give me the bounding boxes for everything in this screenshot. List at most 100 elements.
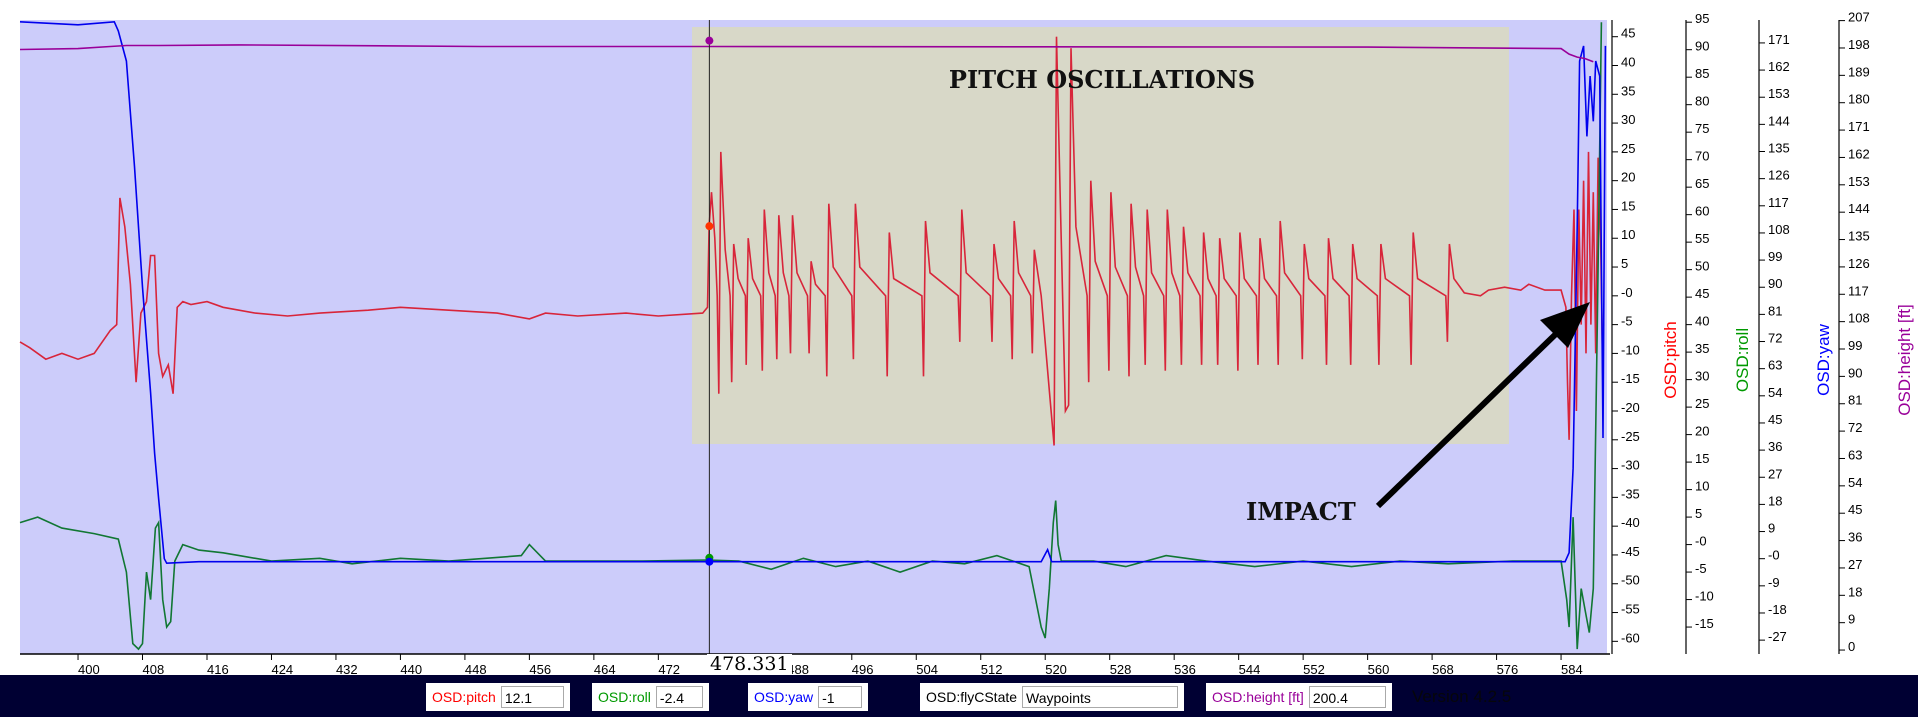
y-tick-label-height: 198	[1848, 37, 1870, 52]
y-tick-label-yaw: 162	[1768, 59, 1790, 74]
y-tick-label-yaw: 90	[1768, 276, 1782, 291]
readout-flycstate: OSD:flyCState Waypoints	[920, 683, 1184, 711]
readout-pitch-label: OSD:pitch	[432, 689, 496, 705]
x-tick-label: 520	[1045, 662, 1067, 675]
x-tick-label: 432	[336, 662, 358, 675]
y-tick-label-yaw: -27	[1768, 629, 1787, 644]
series-group	[19, 20, 1607, 651]
version-label: Version 4.2.5	[1412, 687, 1512, 706]
x-tick-label: 488	[787, 662, 809, 675]
readout-roll: OSD:roll -2.4	[592, 683, 709, 711]
y-tick-label-roll: 15	[1695, 451, 1709, 466]
readout-height: OSD:height [ft] 200.4	[1206, 683, 1392, 711]
y-tick-label-pitch: -20	[1621, 400, 1640, 415]
y-tick-label-roll: 95	[1695, 11, 1709, 26]
y-tick-label-pitch: -5	[1621, 314, 1633, 329]
annotations: PITCH OSCILLATIONS IMPACT	[949, 65, 1590, 526]
flight-log-chart[interactable]: 400 408 416 424 432 440 448 456 464 472 488 496 504 5…	[0, 0, 1918, 675]
x-tick-label: 448	[465, 662, 487, 675]
x-tick-label: 536	[1174, 662, 1196, 675]
y-tick-label-yaw: 117	[1768, 195, 1789, 210]
y-tick-label-height: 189	[1848, 64, 1870, 79]
x-tick-label: 512	[981, 662, 1003, 675]
readout-bar: OSD:pitch 12.1 OSD:roll -2.4 OSD:yaw -1 …	[0, 675, 1918, 717]
series-line-yaw	[19, 20, 1607, 565]
x-tick-label: 576	[1497, 662, 1519, 675]
x-tick-label: 504	[916, 662, 938, 675]
y-axis-label-height: OSD:height [ft]	[1895, 304, 1914, 416]
y-tick-label-height: 72	[1848, 420, 1862, 435]
y-tick-label-height: 27	[1848, 557, 1862, 572]
y-tick-label-yaw: -9	[1768, 575, 1780, 590]
y-tick-label-height: 99	[1848, 338, 1862, 353]
readout-flycstate-value[interactable]: Waypoints	[1022, 686, 1178, 708]
y-tick-label-yaw: 81	[1768, 303, 1782, 318]
y-tick-label-height: 135	[1848, 229, 1870, 244]
impact-arrow-shaft	[1375, 327, 1563, 509]
y-tick-label-roll: 80	[1695, 94, 1709, 109]
x-tick-label: 528	[1110, 662, 1132, 675]
y-tick-label-pitch: 25	[1621, 141, 1635, 156]
y-tick-label-roll: 5	[1695, 506, 1702, 521]
series-line-pitch	[19, 36, 1604, 446]
y-tick-label-pitch: -55	[1621, 602, 1640, 617]
x-tick-label: 560	[1368, 662, 1390, 675]
y-tick-label-roll: 85	[1695, 66, 1709, 81]
x-tick-label: 440	[400, 662, 422, 675]
y-tick-label-height: 171	[1848, 119, 1870, 134]
y-axis-label-pitch: OSD:pitch	[1661, 321, 1680, 398]
y-axis-label-yaw: OSD:yaw	[1814, 323, 1833, 396]
y-tick-label-roll: 55	[1695, 231, 1709, 246]
readout-pitch-value[interactable]: 12.1	[500, 686, 564, 708]
y-tick-label-roll: -5	[1695, 561, 1707, 576]
y-tick-label-yaw: -18	[1768, 602, 1787, 617]
readout-yaw-value[interactable]: -1	[818, 686, 862, 708]
y-tick-label-yaw: 108	[1768, 222, 1790, 237]
readout-roll-value[interactable]: -2.4	[655, 686, 703, 708]
x-tick-label: 456	[529, 662, 551, 675]
readout-roll-label: OSD:roll	[598, 689, 651, 705]
x-tick-label: 424	[271, 662, 293, 675]
y-tick-label-roll: 45	[1695, 286, 1709, 301]
y-tick-label-pitch: 5	[1621, 256, 1628, 271]
x-tick-label: 584	[1561, 662, 1583, 675]
y-tick-label-yaw: 144	[1768, 113, 1790, 128]
y-tick-label-height: 45	[1848, 502, 1862, 517]
y-tick-label-roll: -0	[1695, 534, 1707, 549]
y-tick-label-yaw: 18	[1768, 493, 1782, 508]
readout-height-label: OSD:height [ft]	[1212, 689, 1304, 705]
y-tick-label-height: 162	[1848, 146, 1870, 161]
cursor-group[interactable]	[705, 20, 714, 654]
x-tick-label: 416	[207, 662, 229, 675]
y-tick-label-yaw: 135	[1768, 141, 1790, 156]
x-tick-label: 552	[1303, 662, 1325, 675]
y-tick-label-height: 117	[1848, 283, 1869, 298]
readout-height-value[interactable]: 200.4	[1308, 686, 1386, 708]
cursor-marker-yaw	[705, 557, 714, 566]
y-tick-label-height: 36	[1848, 530, 1862, 545]
y-axis-label-roll: OSD:roll	[1733, 328, 1752, 392]
y-tick-label-roll: -15	[1695, 616, 1714, 631]
y-tick-label-roll: 50	[1695, 259, 1709, 274]
y-tick-label-yaw: 99	[1768, 249, 1782, 264]
y-tick-label-pitch: 35	[1621, 83, 1635, 98]
x-tick-label: 568	[1432, 662, 1454, 675]
y-tick-label-roll: 20	[1695, 424, 1709, 439]
annotation-impact: IMPACT	[1246, 497, 1356, 526]
y-tick-label-height: 108	[1848, 311, 1870, 326]
y-tick-label-yaw: 54	[1768, 385, 1782, 400]
y-tick-label-height: 144	[1848, 201, 1870, 216]
y-tick-label-yaw: 9	[1768, 521, 1775, 536]
readout-pitch: OSD:pitch 12.1	[426, 683, 570, 711]
y-tick-label-pitch: 30	[1621, 112, 1635, 127]
y-tick-label-pitch: -30	[1621, 458, 1640, 473]
readout-yaw-label: OSD:yaw	[754, 689, 814, 705]
y-tick-label-roll: -10	[1695, 589, 1714, 604]
x-tick-label: 400	[78, 662, 100, 675]
y-tick-label-roll: 60	[1695, 204, 1709, 219]
y-tick-label-height: 126	[1848, 256, 1870, 271]
y-tick-label-height: 0	[1848, 639, 1855, 654]
readout-yaw: OSD:yaw -1	[748, 683, 868, 711]
y-tick-label-height: 18	[1848, 584, 1862, 599]
y-tick-label-yaw: 63	[1768, 358, 1782, 373]
